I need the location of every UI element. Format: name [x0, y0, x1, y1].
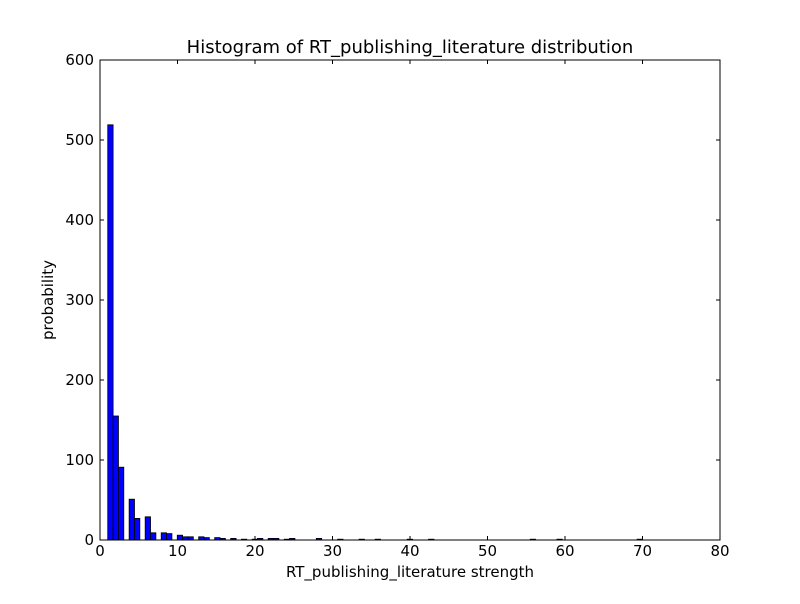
y-tick-label: 500: [65, 131, 94, 149]
chart-title: Histogram of RT_publishing_literature di…: [187, 37, 634, 58]
y-tick-label: 300: [65, 291, 94, 309]
x-tick-label: 10: [168, 542, 187, 560]
histogram-bar: [144, 516, 151, 541]
y-axis-label: probability: [39, 260, 57, 340]
y-tick-label: 400: [65, 211, 94, 229]
y-tick-label: 100: [65, 451, 94, 469]
histogram-bar: [160, 532, 167, 541]
histogram-bar: [118, 466, 125, 541]
histogram-bar: [107, 124, 114, 541]
y-tick-label: 0: [84, 531, 94, 549]
x-axis-label: RT_publishing_literature strength: [286, 563, 534, 582]
y-tick-label: 600: [65, 51, 94, 69]
histogram-bar: [134, 518, 141, 541]
y-tick-label: 200: [65, 371, 94, 389]
histogram-bar: [112, 415, 119, 541]
histogram-bar: [150, 532, 157, 541]
x-tick-label: 20: [245, 542, 264, 560]
x-tick-label: 60: [555, 542, 574, 560]
x-tick-label: 40: [400, 542, 419, 560]
x-tick-label: 70: [633, 542, 652, 560]
histogram-bar: [128, 498, 135, 541]
x-tick-label: 50: [478, 542, 497, 560]
x-tick-label: 0: [95, 542, 105, 560]
x-tick-label: 80: [710, 542, 729, 560]
ticks-group: 0 10 20 30 40 50 60 70 80 0 100 200 300 400 500 600: [65, 51, 729, 560]
x-tick-label: 30: [323, 542, 342, 560]
histogram-bar: [166, 533, 173, 541]
histogram-bar: [176, 534, 184, 541]
